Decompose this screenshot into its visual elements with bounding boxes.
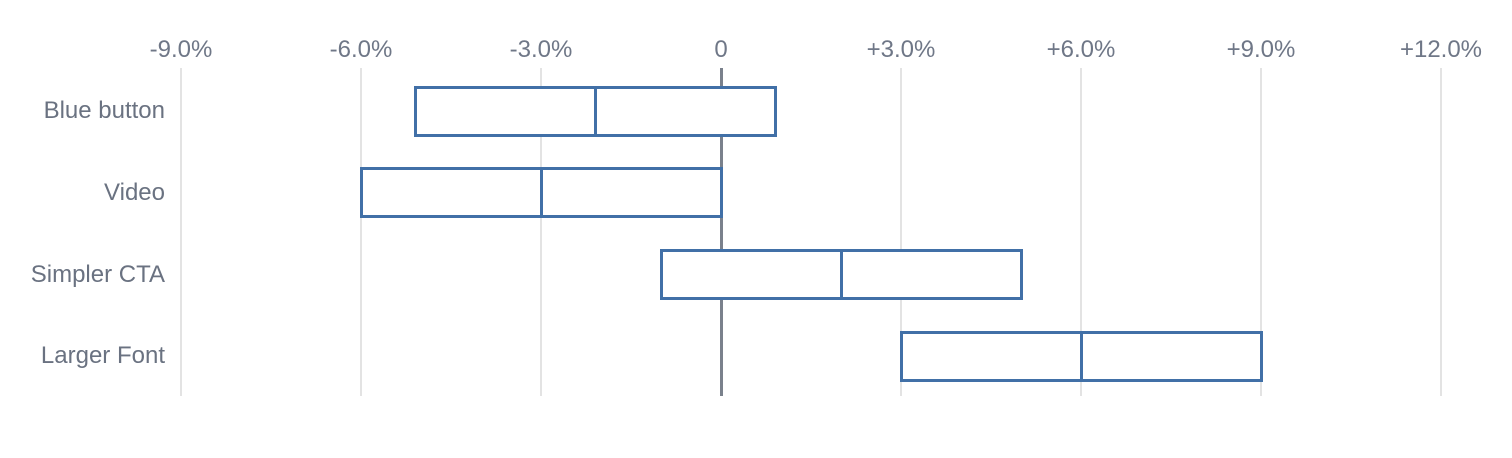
category-label: Video <box>104 178 165 206</box>
range-bar <box>413 85 777 137</box>
x-tick-label: +6.0% <box>1046 36 1116 63</box>
x-tick-label: -6.0% <box>329 36 393 63</box>
gridline <box>1080 68 1082 396</box>
mean-divider <box>839 252 843 298</box>
mean-divider <box>539 170 543 216</box>
x-tick-label: -3.0% <box>509 36 573 63</box>
x-tick-label: +3.0% <box>866 36 936 63</box>
range-bar <box>659 249 1023 301</box>
gridline <box>540 68 542 396</box>
range-bar <box>899 330 1263 382</box>
category-label: Simpler CTA <box>30 260 165 288</box>
x-tick-label: -9.0% <box>149 36 213 63</box>
mean-divider <box>1079 333 1083 379</box>
zero-axis-line <box>719 68 723 396</box>
range-bar <box>359 167 723 219</box>
gridline <box>180 68 182 396</box>
gridline <box>900 68 902 396</box>
x-tick-label: 0 <box>714 36 728 63</box>
gridline <box>1260 68 1262 396</box>
category-label: Larger Font <box>40 342 165 370</box>
mean-divider <box>593 88 597 134</box>
x-tick-label: +12.0% <box>1399 36 1483 63</box>
category-label: Blue button <box>43 97 165 124</box>
gridline <box>360 68 362 396</box>
gridline <box>1440 68 1442 396</box>
x-tick-label: +9.0% <box>1226 36 1296 63</box>
